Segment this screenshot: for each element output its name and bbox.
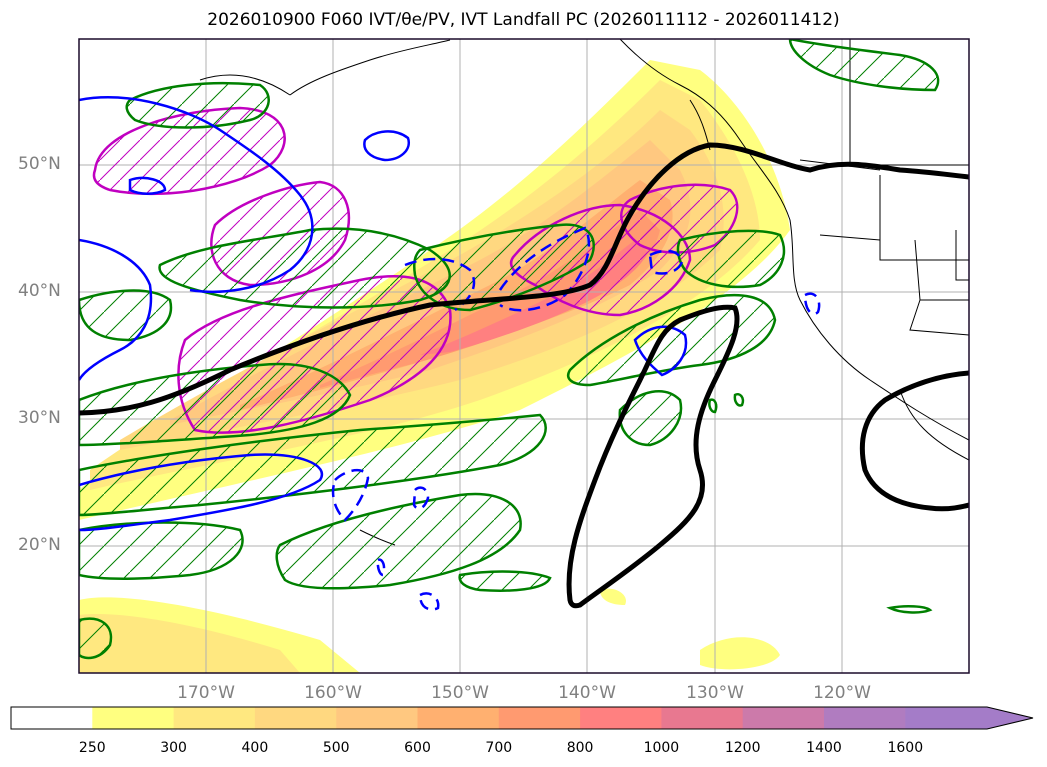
- colorbar-cell: [661, 707, 744, 729]
- colorbar-cell: [417, 707, 500, 729]
- colorbar-cell: [498, 707, 581, 729]
- colorbar-tick-label: 1000: [643, 740, 680, 756]
- lat-label-40n: 40°N: [18, 281, 61, 301]
- map-title: 2026010900 F060 IVT/θe/PV, IVT Landfall …: [207, 10, 840, 30]
- lat-label-30n: 30°N: [18, 408, 61, 428]
- colorbar-tick-label: 1200: [724, 740, 761, 756]
- colorbar-cell: [824, 707, 906, 729]
- colorbar-tick-label: 300: [160, 740, 187, 756]
- colorbar-cell: [336, 707, 418, 729]
- colorbar-cell: [92, 707, 175, 729]
- blue-contours: [79, 96, 688, 532]
- map-frame: [78, 38, 970, 674]
- colorbar-outline: [10, 706, 1034, 730]
- colorbar-cell-extend: [905, 707, 1033, 729]
- colorbar-cell: [254, 707, 337, 729]
- colorbar-tick-label: 1400: [806, 740, 842, 756]
- lon-label-130w: 130°W: [686, 683, 744, 703]
- lon-label-160w: 160°W: [304, 683, 362, 703]
- colorbar-cell: [580, 707, 662, 729]
- colorbar-tick-label: 1600: [887, 740, 924, 756]
- colorbar-cell: [11, 707, 93, 729]
- colorbar-tick-label: 600: [404, 740, 431, 756]
- lon-label-140w: 140°W: [558, 683, 616, 703]
- lon-label-120w: 120°W: [813, 683, 871, 703]
- colorbar-cell: [742, 707, 825, 729]
- lon-label-170w: 170°W: [177, 683, 235, 703]
- colorbar-cell: [173, 707, 256, 729]
- colorbar-tick-label: 500: [322, 740, 350, 756]
- colorbar-tick-label: 250: [78, 740, 106, 756]
- lat-label-20n: 20°N: [18, 535, 61, 555]
- colorbar-tick-label: 700: [485, 740, 513, 756]
- landfall-pc-contours: [79, 142, 969, 609]
- colorbar-tick-label: 400: [241, 740, 269, 756]
- lat-label-50n: 50°N: [18, 154, 61, 174]
- theta-e-contours: [79, 39, 940, 660]
- colorbar-tick-label: 800: [566, 740, 594, 756]
- lon-label-150w: 150°W: [431, 683, 489, 703]
